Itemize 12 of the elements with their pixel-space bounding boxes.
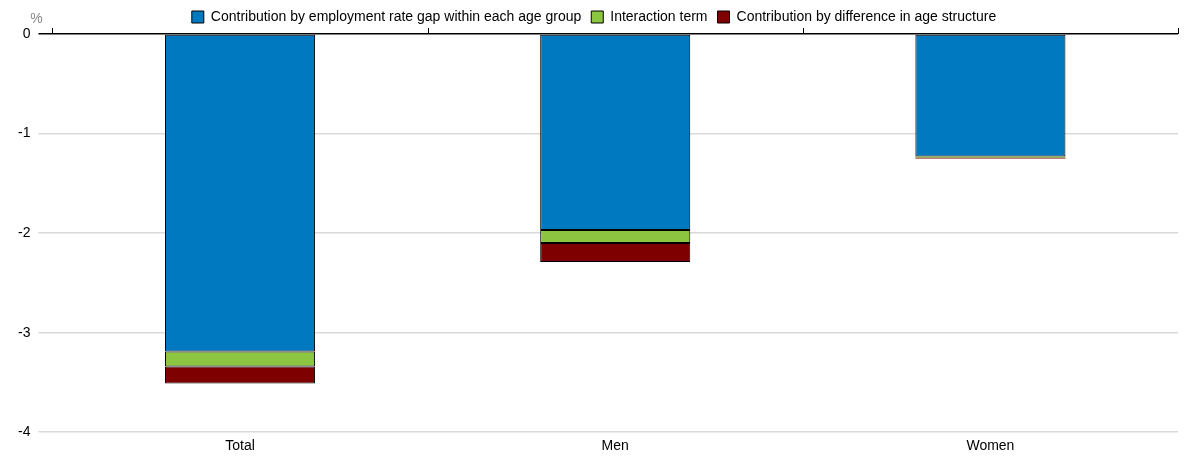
y-tick-label: -1 xyxy=(18,124,31,141)
legend-label: Interaction term xyxy=(610,7,708,24)
y-tick-label: -2 xyxy=(18,223,31,240)
y-tick-label: -4 xyxy=(18,423,31,440)
x-tick-label: Women xyxy=(966,437,1015,454)
legend-label: Contribution by employment rate gap within each age group xyxy=(210,7,582,24)
y-tick-label: 0 xyxy=(22,24,31,41)
y-tick-label: -3 xyxy=(18,323,31,340)
x-tick-label: Men xyxy=(601,437,629,454)
x-tick-label: Total xyxy=(225,437,255,454)
legend-label: Contribution by difference in age structure xyxy=(736,7,997,24)
y-axis-title: % xyxy=(30,9,43,26)
